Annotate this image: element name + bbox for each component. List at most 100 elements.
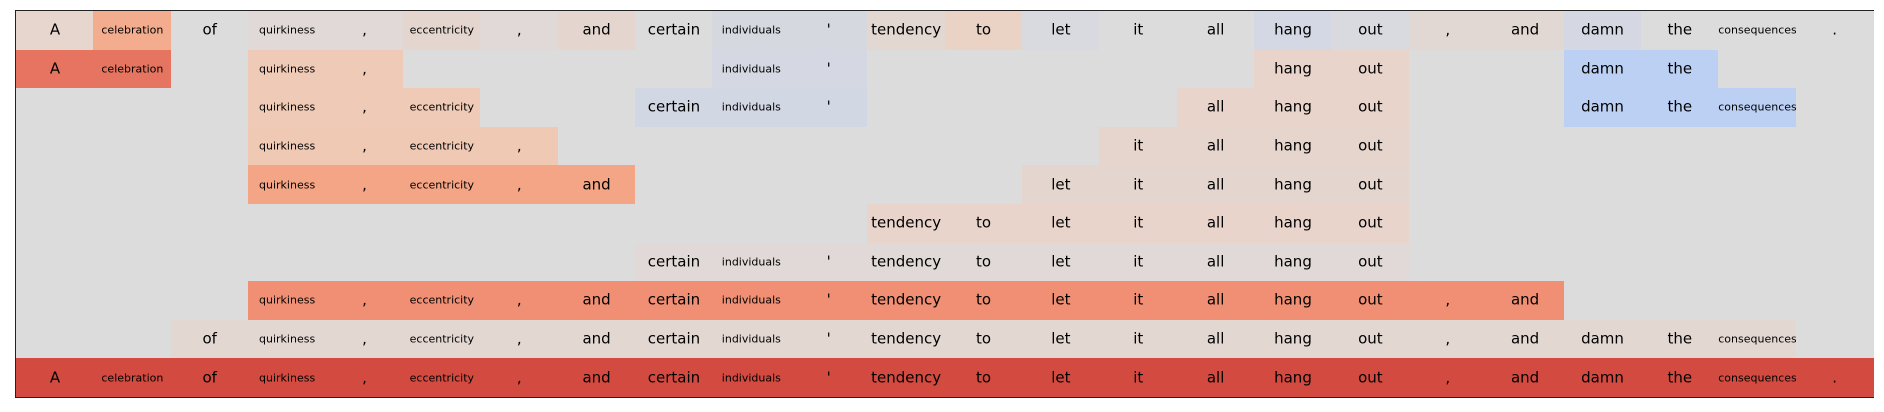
heatmap-cell: [635, 204, 713, 243]
heatmap-cell: [248, 242, 327, 282]
heatmap-cell: ,: [325, 49, 404, 89]
token-label: and: [1510, 368, 1540, 387]
heatmap-cell: hang: [1254, 281, 1332, 320]
heatmap-row-5: quirkiness, eccentricity, and let it all hang o…: [16, 165, 1874, 204]
token-label: ,: [362, 97, 367, 116]
heatmap-cell: [1486, 126, 1565, 166]
token-label: celebration: [101, 62, 164, 76]
heatmap-cell: [712, 126, 791, 166]
heatmap-cell: quirkiness: [248, 126, 327, 166]
heatmap-row-7: certain individuals ' tendency to let it all han…: [16, 242, 1874, 282]
heatmap-cell: A: [16, 11, 94, 50]
heatmap-cell: quirkiness: [248, 88, 327, 127]
heatmap-cell: [16, 204, 94, 243]
token-label: to: [975, 290, 992, 309]
token-label: it: [1133, 252, 1144, 271]
token-label: out: [1358, 59, 1383, 78]
heatmap-cell: [1099, 88, 1178, 127]
token-label: to: [975, 329, 992, 348]
heatmap-cell: eccentricity: [402, 281, 481, 320]
token-label: it: [1133, 136, 1144, 155]
token-label: ,: [516, 329, 522, 348]
token-label: of: [202, 368, 217, 387]
token-label: it: [1133, 213, 1144, 232]
token-label: let: [1051, 368, 1071, 387]
heatmap-cell: certain: [635, 281, 713, 320]
token-label: eccentricity: [409, 139, 475, 153]
heatmap-cell: [248, 204, 327, 243]
heatmap-cell: [402, 204, 481, 243]
heatmap-cell: and: [1486, 358, 1565, 397]
heatmap-cell: eccentricity: [402, 358, 481, 397]
heatmap-cell: ,: [480, 358, 559, 397]
heatmap-cell: to: [944, 204, 1023, 243]
heatmap-cell: it: [1099, 204, 1178, 243]
heatmap-cell: out: [1331, 281, 1410, 320]
heatmap-cell: tendency: [867, 242, 946, 282]
heatmap-cell: [1718, 126, 1797, 166]
token-label: eccentricity: [409, 332, 475, 346]
token-label: out: [1358, 97, 1383, 116]
heatmap-cell: the: [1640, 49, 1719, 89]
heatmap-cell: [170, 49, 249, 89]
heatmap-cell: eccentricity: [402, 319, 481, 359]
token-label: celebration: [101, 371, 164, 385]
heatmap-cell: [170, 165, 249, 204]
heatmap-cell: [16, 281, 94, 320]
heatmap-cell: of: [170, 358, 249, 397]
heatmap-cell: tendency: [867, 281, 946, 320]
token-label: quirkiness: [259, 293, 316, 307]
token-label: hang: [1274, 136, 1312, 155]
heatmap-cell: ': [789, 88, 868, 127]
heatmap-cell: all: [1176, 358, 1255, 397]
heatmap-cell: [635, 165, 713, 204]
heatmap-cell: [325, 204, 404, 243]
heatmap-cell: quirkiness: [248, 11, 327, 50]
heatmap-cell: and: [557, 11, 636, 50]
heatmap-cell: [789, 204, 868, 243]
heatmap-cell: and: [1486, 319, 1565, 359]
heatmap-cell: quirkiness: [248, 165, 327, 204]
heatmap-cell: [712, 165, 791, 204]
heatmap-cell: individuals: [712, 242, 791, 282]
heatmap-cell: [16, 126, 94, 166]
heatmap-row-6: tendency to let it all hang out: [16, 204, 1874, 243]
heatmap-row-3: quirkiness, eccentricity certain individual…: [16, 88, 1874, 127]
heatmap-cell: it: [1099, 319, 1178, 359]
token-label: it: [1133, 20, 1144, 39]
heatmap-row-9: of quirkiness, eccentricity, and certain indi…: [16, 319, 1874, 359]
heatmap-cell: .: [1795, 11, 1874, 50]
token-label: ': [826, 290, 831, 309]
heatmap-cell: quirkiness: [248, 358, 327, 397]
heatmap-cell: [1718, 242, 1797, 282]
token-label: ,: [516, 290, 522, 309]
heatmap-cell: tendency: [867, 11, 946, 50]
token-label: hang: [1274, 213, 1312, 232]
token-label: quirkiness: [259, 371, 316, 385]
heatmap-cell: [1408, 165, 1487, 204]
heatmap-cell: [1640, 242, 1719, 282]
heatmap-cell: ,: [1408, 358, 1487, 397]
heatmap-cell: let: [1021, 242, 1100, 282]
heatmap-cell: [1640, 281, 1719, 320]
token-label: celebration: [101, 23, 164, 37]
heatmap-cell: [1718, 281, 1797, 320]
heatmap-cell: [1718, 49, 1797, 89]
heatmap-cell: the: [1640, 319, 1719, 359]
token-label: all: [1206, 329, 1225, 348]
heatmap-cell: let: [1021, 281, 1100, 320]
heatmap-cell: [867, 88, 946, 127]
heatmap-cell: certain: [635, 319, 713, 359]
token-label: consequences: [1718, 23, 1797, 37]
token-label: ,: [1445, 290, 1451, 309]
heatmap-cell: ,: [325, 126, 404, 166]
heatmap-cell: ,: [325, 319, 404, 359]
heatmap-cell: quirkiness: [248, 281, 327, 320]
token-label: certain: [647, 329, 701, 348]
token-label: out: [1358, 175, 1383, 194]
heatmap-cell: certain: [635, 242, 713, 282]
heatmap-cell: hang: [1254, 88, 1332, 127]
heatmap-cell: the: [1640, 11, 1719, 50]
heatmap-cell: to: [944, 242, 1023, 282]
